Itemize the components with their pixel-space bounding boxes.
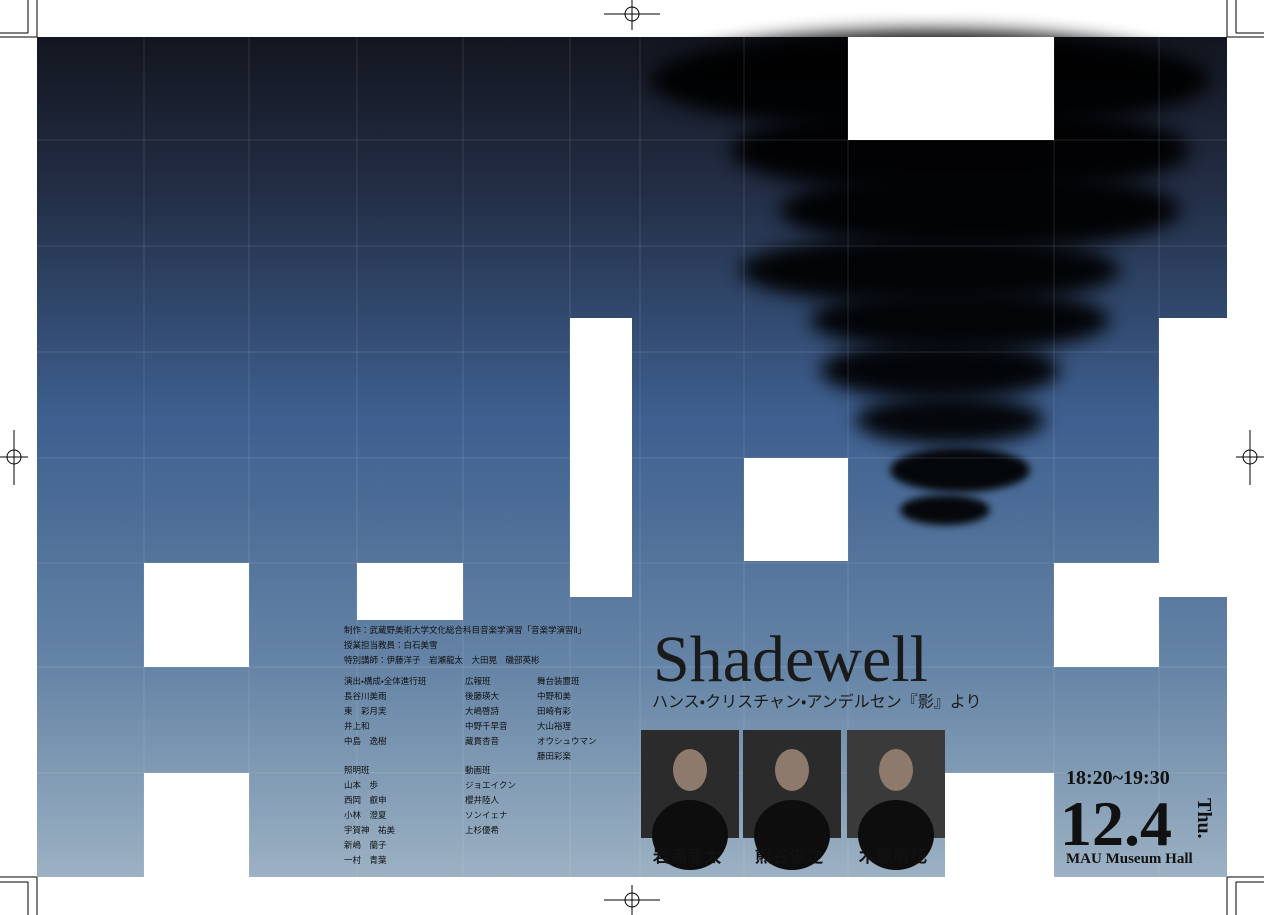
staff-member: 田崎有彩: [537, 706, 572, 717]
staff-team: 広報班: [465, 676, 491, 687]
cutouts: [144, 37, 1227, 877]
grid-lines: [37, 37, 1227, 877]
photo-face: [673, 749, 707, 791]
photo-body: [858, 800, 934, 870]
staff-member: ソンイェナ: [465, 811, 508, 821]
staff-member: 中島 逸樹: [344, 736, 387, 747]
staff-member: 一村 青葉: [344, 855, 387, 866]
staff-member: 東 彩月実: [344, 706, 387, 717]
staff-member: 中野和美: [537, 691, 572, 702]
credit-line: 授業担当教員：白石美雪: [344, 640, 438, 651]
staff-team: 動画班: [465, 765, 491, 776]
subtitle: ハンス・クリスチャン・アンデルセン『影』より: [652, 692, 981, 711]
staff-member: ジョエイクン: [465, 781, 516, 791]
event-date: 12.4: [1060, 788, 1172, 859]
staff-member: 藤田彩楽: [537, 751, 572, 762]
staff-member: 後藤瑛大: [465, 691, 500, 702]
staff-team: 舞台装置班: [537, 676, 580, 687]
staff-member: 大山裕理: [537, 721, 572, 732]
staff-member: 新嶋 蘭子: [344, 840, 387, 851]
staff-member: 櫻井陸人: [465, 795, 500, 806]
performer-name: 木原萌花: [858, 846, 927, 866]
event-weekday: Thu.: [1193, 798, 1215, 839]
event-venue: MAU Museum Hall: [1066, 851, 1193, 867]
staff-member: 上杉優希: [465, 825, 499, 836]
staff-team: 演出・構成・全体進行班: [344, 676, 427, 687]
staff-member: 山本 歩: [344, 780, 379, 791]
photo-face: [879, 749, 913, 791]
staff-member: 西岡 叡申: [344, 795, 387, 806]
credit-line: 制作：武蔵野美術大学文化総合科目音楽学演習「音楽学演習Ⅱ」: [344, 625, 586, 636]
staff-team: 照明班: [344, 765, 370, 776]
staff-member: オウシュウマン: [537, 737, 597, 747]
photo-face: [775, 749, 809, 791]
event-time: 18:20~19:30: [1066, 767, 1170, 789]
staff-member: 藏貫杏音: [465, 736, 500, 747]
title: Shadewell: [653, 623, 928, 696]
performer-name: 岩瀬龍太: [652, 846, 722, 866]
photos: [641, 730, 945, 870]
staff-member: 大嶋啓詩: [465, 706, 500, 717]
texts: 制作：武蔵野美術大学文化総合科目音楽学演習「音楽学演習Ⅱ」授業担当教員：白石美雪…: [344, 623, 1215, 867]
staff-member: 中野千早音: [465, 721, 508, 732]
staff-member: 井上和: [344, 721, 370, 732]
staff-member: 宇賀神 祐美: [344, 825, 396, 836]
credit-line: 特別講師：伊藤洋子 岩瀬龍太 大田晃 磯部英彬: [344, 655, 540, 666]
performer-name: 熊谷俊之: [755, 846, 823, 866]
staff-member: 長谷川美雨: [344, 691, 387, 702]
staff-member: 小林 澄夏: [344, 810, 387, 821]
photo-body: [754, 800, 830, 870]
photo-body: [652, 800, 728, 870]
